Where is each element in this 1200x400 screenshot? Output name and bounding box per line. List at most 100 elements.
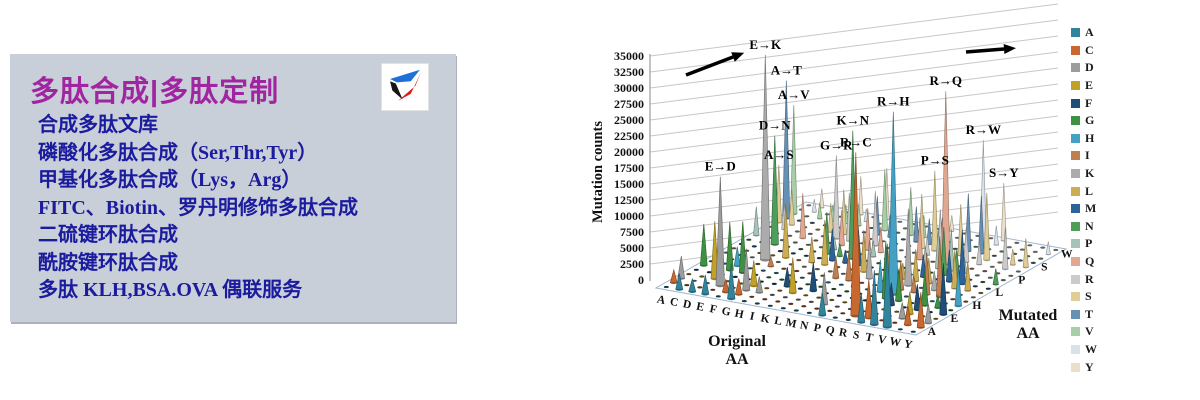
svg-text:E: E [695,301,705,314]
svg-text:D→N: D→N [759,118,791,133]
svg-text:2500: 2500 [620,257,644,271]
svg-text:C: C [669,296,680,309]
svg-text:T: T [864,331,874,344]
service-item-5[interactable]: 二硫键环肽合成 [38,224,178,246]
svg-text:R: R [838,326,849,340]
svg-text:K→N: K→N [837,113,870,128]
legend-swatch-icon [1071,45,1080,55]
legend-item-F: F [1071,94,1097,112]
service-item-3[interactable]: 甲基化多肽合成（Lys，Arg） [38,169,302,191]
svg-text:25000: 25000 [614,113,644,127]
legend-item-T: T [1071,306,1097,324]
service-item-1[interactable]: 合成多肽文库 [38,114,158,136]
svg-text:A: A [656,294,667,308]
legend-item-M: M [1071,200,1097,218]
svg-text:S: S [1041,261,1047,273]
svg-text:P: P [812,322,821,335]
legend-label: Q [1085,254,1095,269]
legend-label: P [1085,236,1093,251]
legend-item-S: S [1071,288,1097,306]
svg-text:Q: Q [824,324,835,338]
peptide-services-panel: 多肽合成|多肽定制 合成多肽文库 磷酸化多肽合成（Ser,Thr,Tyr） 甲基化多… [10,54,456,322]
svg-text:E→D: E→D [705,159,736,174]
svg-text:15000: 15000 [614,177,644,191]
service-item-2[interactable]: 磷酸化多肽合成（Ser,Thr,Tyr） [38,141,318,164]
service-item-6[interactable]: 酰胺键环肽合成 [38,251,178,274]
svg-text:Original: Original [708,333,766,350]
svg-text:P→S: P→S [921,153,949,168]
legend-label: E [1085,78,1094,93]
legend-label: Y [1085,359,1094,374]
svg-text:Mutation counts: Mutation counts [590,121,606,223]
legend-item-D: D [1071,59,1097,77]
legend-label: W [1085,341,1097,356]
svg-text:H: H [972,300,981,312]
svg-text:D: D [682,298,693,311]
legend-label: S [1085,289,1092,304]
svg-text:Mutated: Mutated [999,307,1058,324]
legend-item-E: E [1071,77,1097,95]
svg-text:12500: 12500 [614,193,644,207]
legend-swatch-icon [1071,309,1080,319]
legend-label: D [1085,60,1094,75]
svg-text:35000: 35000 [614,49,644,63]
legend-swatch-icon [1071,362,1080,372]
svg-text:32500: 32500 [614,65,644,79]
legend-swatch-icon [1071,204,1080,214]
svg-text:5000: 5000 [620,241,644,255]
legend-swatch-icon [1071,169,1080,179]
legend-swatch-icon [1071,274,1080,284]
svg-text:P: P [1018,274,1025,286]
svg-text:F: F [708,303,717,316]
service-list: 合成多肽文库磷酸化多肽合成（Ser,Thr,Tyr） 甲基化多肽合成（Lys，Ar… [38,112,358,305]
legend-swatch-icon [1071,186,1080,196]
legend-item-H: H [1071,130,1097,148]
legend-label: V [1085,324,1094,339]
legend-item-A: A [1071,24,1097,42]
legend-swatch-icon [1071,28,1080,38]
legend-swatch-icon [1071,221,1080,231]
legend-item-Q: Q [1071,253,1097,271]
legend-swatch-icon [1071,327,1080,337]
legend-item-K: K [1071,165,1097,183]
legend-label: N [1085,218,1094,233]
legend-swatch-icon [1071,257,1080,267]
legend-swatch-icon [1071,116,1080,126]
svg-text:AA: AA [725,351,749,368]
svg-text:H: H [733,308,744,322]
svg-text:AA: AA [1016,325,1040,342]
brand-logo[interactable] [381,63,429,111]
svg-text:G: G [720,305,731,319]
legend-label: M [1085,201,1097,216]
legend-swatch-icon [1071,344,1080,354]
legend-label: C [1085,42,1094,57]
legend-swatch-icon [1071,133,1080,143]
legend-item-P: P [1071,235,1097,253]
svg-text:N: N [799,319,810,333]
svg-text:R→H: R→H [877,94,910,109]
svg-text:7500: 7500 [620,225,644,239]
service-item-4[interactable]: FITC、Biotin、罗丹明修饰多肽合成 [38,196,359,219]
svg-text:W: W [1061,248,1073,260]
legend-item-G: G [1071,112,1097,130]
svg-text:V: V [877,333,888,347]
svg-text:22500: 22500 [614,129,644,143]
legend-label: K [1085,166,1095,181]
svg-text:L: L [773,315,783,328]
svg-text:R→Q: R→Q [930,73,963,88]
legend-item-Y: Y [1071,358,1097,376]
legend-item-R: R [1071,270,1097,288]
svg-text:R→W: R→W [966,122,1001,137]
svg-text:Y: Y [903,338,914,352]
svg-text:30000: 30000 [614,81,644,95]
svg-text:L: L [995,287,1003,299]
service-item-7[interactable]: 多肽 KLH,BSA.OVA 偶联服务 [38,279,303,301]
svg-text:E: E [950,313,958,325]
svg-text:A→V: A→V [778,87,810,102]
svg-text:17500: 17500 [614,161,644,175]
svg-text:E→K: E→K [749,37,782,52]
legend-swatch-icon [1071,81,1080,91]
svg-text:0: 0 [638,273,644,287]
